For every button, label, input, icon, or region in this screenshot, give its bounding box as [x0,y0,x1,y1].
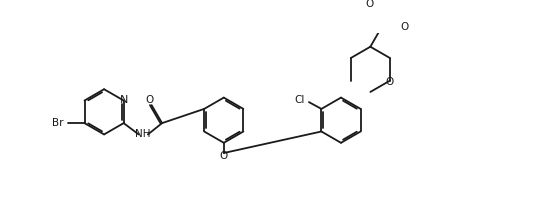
Text: NH: NH [135,130,151,139]
Text: O: O [365,0,374,9]
Text: Br: Br [52,118,63,128]
Text: O: O [146,95,154,105]
Text: O: O [220,151,228,161]
Text: O: O [400,22,408,32]
Text: N: N [121,95,129,105]
Text: O: O [386,77,394,87]
Text: Cl: Cl [294,95,305,105]
